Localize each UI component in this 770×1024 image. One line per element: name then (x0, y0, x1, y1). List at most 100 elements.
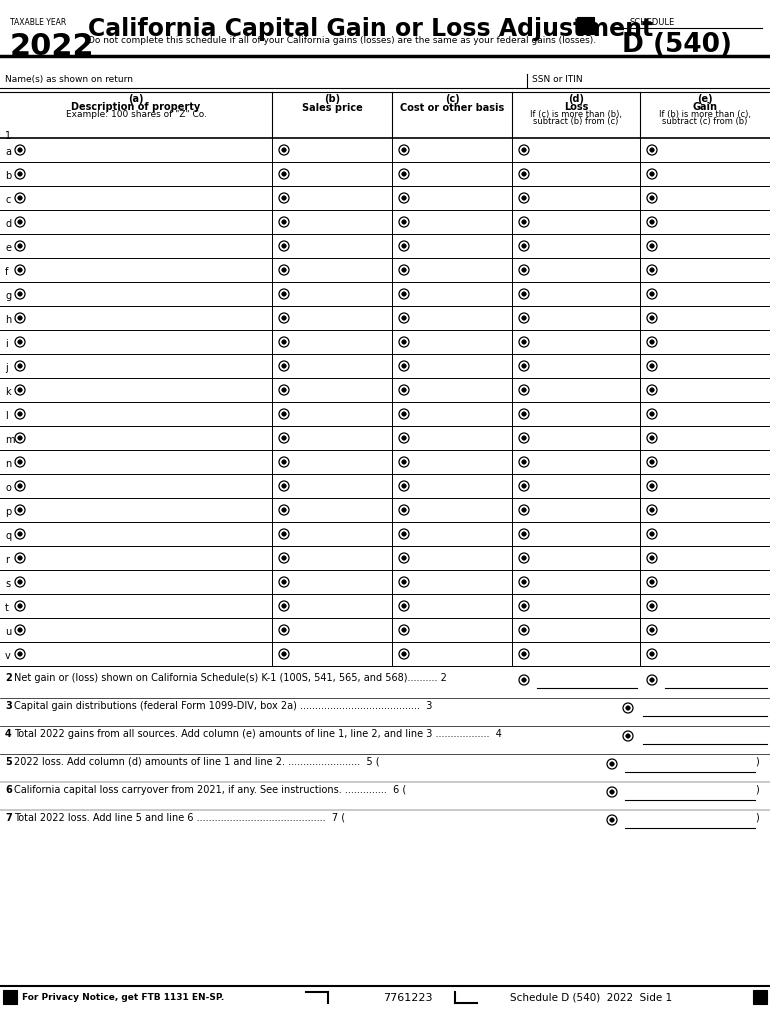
Circle shape (519, 457, 529, 467)
Circle shape (279, 385, 289, 395)
Circle shape (15, 481, 25, 490)
Circle shape (650, 220, 654, 224)
Circle shape (282, 652, 286, 656)
Circle shape (279, 337, 289, 347)
Circle shape (607, 787, 617, 797)
Circle shape (18, 220, 22, 224)
Bar (577, 17, 594, 34)
Text: Example: 100 shares of "Z" Co.: Example: 100 shares of "Z" Co. (65, 110, 206, 119)
Circle shape (399, 457, 409, 467)
Circle shape (279, 313, 289, 323)
Circle shape (519, 145, 529, 155)
Text: 3: 3 (5, 701, 12, 711)
Circle shape (279, 577, 289, 587)
Circle shape (647, 457, 657, 467)
Circle shape (399, 409, 409, 419)
Bar (3, 990, 17, 1004)
Circle shape (399, 649, 409, 659)
Circle shape (402, 388, 407, 392)
Circle shape (519, 529, 529, 539)
Circle shape (282, 436, 286, 440)
Circle shape (282, 315, 286, 321)
Circle shape (650, 580, 654, 585)
Bar (753, 990, 767, 1004)
Circle shape (279, 529, 289, 539)
Circle shape (402, 580, 407, 585)
Text: b: b (5, 171, 12, 181)
Circle shape (519, 601, 529, 611)
Text: SCHEDULE: SCHEDULE (630, 18, 675, 27)
Circle shape (522, 244, 526, 248)
Text: l: l (5, 411, 8, 421)
Circle shape (282, 508, 286, 512)
Circle shape (650, 315, 654, 321)
Circle shape (519, 625, 529, 635)
Text: Loss: Loss (564, 102, 588, 112)
Text: q: q (5, 531, 11, 541)
Circle shape (18, 556, 22, 560)
Circle shape (18, 340, 22, 344)
Text: f: f (5, 267, 8, 278)
Circle shape (18, 483, 22, 488)
Circle shape (626, 706, 630, 711)
Circle shape (650, 678, 654, 682)
Circle shape (647, 361, 657, 371)
Circle shape (15, 265, 25, 275)
Circle shape (650, 292, 654, 296)
Circle shape (650, 388, 654, 392)
Circle shape (279, 193, 289, 203)
Circle shape (18, 531, 22, 537)
Circle shape (522, 678, 526, 682)
Text: 2022 loss. Add column (d) amounts of line 1 and line 2. ........................: 2022 loss. Add column (d) amounts of lin… (14, 757, 380, 767)
Circle shape (650, 172, 654, 176)
Circle shape (399, 337, 409, 347)
Text: 4: 4 (5, 729, 12, 739)
Circle shape (647, 289, 657, 299)
Circle shape (18, 388, 22, 392)
Circle shape (650, 531, 654, 537)
Circle shape (18, 315, 22, 321)
Text: Gain: Gain (692, 102, 718, 112)
Circle shape (647, 649, 657, 659)
Circle shape (522, 292, 526, 296)
Circle shape (519, 649, 529, 659)
Text: t: t (5, 603, 9, 613)
Text: n: n (5, 459, 12, 469)
Circle shape (610, 790, 614, 795)
Circle shape (282, 172, 286, 176)
Circle shape (522, 172, 526, 176)
Circle shape (399, 385, 409, 395)
Text: u: u (5, 627, 12, 637)
Circle shape (522, 556, 526, 560)
Circle shape (647, 265, 657, 275)
Circle shape (18, 652, 22, 656)
Circle shape (279, 505, 289, 515)
Circle shape (650, 556, 654, 560)
Circle shape (519, 193, 529, 203)
Circle shape (650, 436, 654, 440)
Circle shape (647, 601, 657, 611)
Circle shape (15, 217, 25, 227)
Circle shape (279, 553, 289, 563)
Circle shape (647, 337, 657, 347)
Circle shape (519, 433, 529, 443)
Text: d: d (5, 219, 11, 229)
Circle shape (402, 628, 407, 632)
Circle shape (402, 172, 407, 176)
Circle shape (650, 652, 654, 656)
Circle shape (522, 268, 526, 272)
Circle shape (647, 145, 657, 155)
Circle shape (282, 364, 286, 369)
Circle shape (519, 217, 529, 227)
Circle shape (402, 483, 407, 488)
Text: ): ) (755, 813, 758, 823)
Circle shape (519, 265, 529, 275)
Text: h: h (5, 315, 12, 325)
Circle shape (647, 385, 657, 395)
Circle shape (15, 625, 25, 635)
Text: subtract (c) from (b): subtract (c) from (b) (662, 117, 748, 126)
Circle shape (402, 604, 407, 608)
Circle shape (522, 364, 526, 369)
Circle shape (522, 604, 526, 608)
Circle shape (522, 196, 526, 201)
